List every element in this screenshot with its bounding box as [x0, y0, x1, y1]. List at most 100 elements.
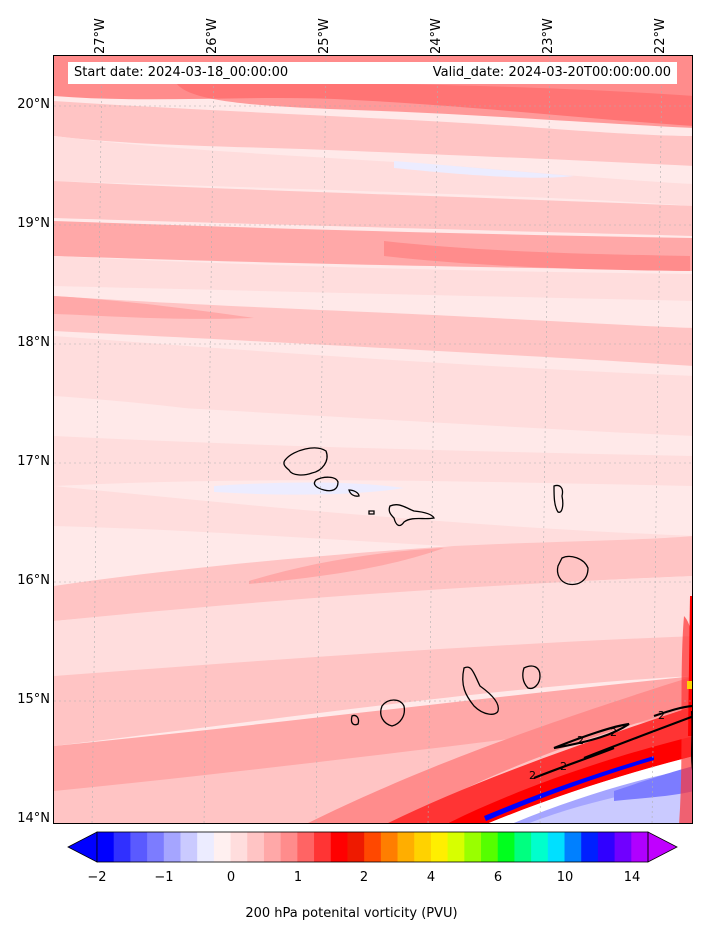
colorbar-over [647, 831, 678, 863]
pv-band [249, 548, 444, 584]
colorbar-segment [364, 832, 382, 862]
colorbar-segment [163, 832, 181, 862]
colorbar-segment [130, 832, 148, 862]
colorbar-segment [414, 832, 432, 862]
contour-label: 2 [560, 760, 567, 773]
colorbar-segment [263, 832, 282, 862]
contour-label: 2 [610, 726, 617, 739]
valid-date: Valid_date: 2024-03-20T00:00:00.00 [432, 65, 671, 80]
colorbar-segment [113, 832, 131, 862]
pv-band [384, 241, 690, 271]
island-raso [368, 510, 375, 515]
island-sao-nicolau [388, 504, 435, 527]
colorbar-segment [147, 832, 165, 862]
colorbar-segment [497, 832, 515, 862]
colorbar-under [67, 831, 98, 863]
pv-field: 2 2 2 2 2 [54, 56, 692, 823]
island-sao-vicente [313, 476, 339, 492]
lat-label: 16°N [17, 573, 50, 588]
colorbar-tick: 2 [359, 870, 369, 885]
pv-band [54, 296, 254, 319]
island-sal [553, 484, 564, 513]
map-panel: 2 2 2 2 2 [53, 55, 693, 824]
lon-label: 23°W [541, 18, 556, 54]
pv-low [394, 161, 574, 178]
pv-band [54, 576, 692, 676]
colorbar-segment [514, 832, 532, 862]
colorbar-segment [581, 832, 599, 862]
pv-front [308, 676, 692, 823]
pv-edge-high [687, 681, 692, 689]
islands [283, 447, 589, 727]
colorbar-tick: −1 [154, 870, 174, 885]
colorbar-segment [180, 832, 198, 862]
pv-band [54, 181, 692, 236]
lat-label: 18°N [17, 335, 50, 350]
colorbar-segment [430, 832, 449, 862]
lat-label: 15°N [17, 692, 50, 707]
pv-band [174, 76, 692, 128]
lon-label: 26°W [205, 18, 220, 54]
pv-band [54, 486, 692, 556]
contour-label: 2 [577, 734, 584, 747]
lon-label: 24°W [429, 18, 444, 54]
island-santo-antao [283, 447, 328, 476]
colorbar-segment [531, 832, 549, 862]
colorbar-segment [564, 832, 582, 862]
island-santiago [462, 666, 500, 715]
pv-band [54, 336, 692, 436]
pv-front [388, 706, 692, 823]
colorbar-segment [197, 832, 215, 862]
colorbar-segment [213, 832, 232, 862]
lon-label: 27°W [93, 18, 108, 54]
colorbar-frame [96, 831, 649, 863]
island-boa-vista [556, 555, 589, 586]
colorbar-segment [347, 832, 365, 862]
lon-label: 25°W [317, 18, 332, 54]
pv-front [448, 736, 692, 823]
pv-contours [533, 705, 692, 780]
colorbar-segment [97, 832, 115, 862]
contour-label: 2 [529, 769, 536, 782]
colorbar-segment [631, 832, 649, 862]
start-date: Start date: 2024-03-18_00:00:00 [74, 65, 289, 80]
lat-label: 17°N [17, 454, 50, 469]
colorbar-tick: 1 [293, 870, 303, 885]
colorbar-tick: 4 [426, 870, 436, 885]
pv-front [488, 756, 692, 823]
colorbar-segment [397, 832, 415, 862]
colorbar-tick: 10 [556, 870, 574, 885]
pv-negative [614, 766, 692, 801]
pv-band [54, 136, 692, 206]
pv-negative [484, 756, 654, 821]
info-box: Start date: 2024-03-18_00:00:00 Valid_da… [68, 62, 677, 84]
colorbar-segment [330, 832, 348, 862]
lat-label: 19°N [17, 216, 50, 231]
colorbar-tick: −2 [87, 870, 107, 885]
lat-label: 20°N [17, 97, 50, 112]
island-santa-luzia [348, 489, 360, 497]
pv-band [54, 536, 692, 621]
pv-band [54, 436, 692, 486]
island-brava [350, 714, 360, 726]
colorbar-segment [547, 832, 566, 862]
colorbar-segment [447, 832, 465, 862]
pv-band [54, 256, 692, 301]
colorbar-tick: 0 [226, 870, 236, 885]
pv-band [54, 636, 692, 746]
colorbar-segment [597, 832, 616, 862]
lon-label: 22°W [653, 18, 668, 54]
colorbar-segment [247, 832, 265, 862]
colorbar-segment [481, 832, 499, 862]
colorbar-segment [314, 832, 332, 862]
colorbar [67, 831, 678, 863]
lat-label: 14°N [17, 811, 50, 826]
island-maio [522, 665, 541, 690]
gridlines [54, 56, 692, 823]
colorbar-tick: 6 [493, 870, 503, 885]
island-fogo [380, 699, 406, 727]
colorbar-segment [464, 832, 482, 862]
colorbar-label: 200 hPa potenital vorticity (PVU) [245, 906, 458, 921]
colorbar-segment [230, 832, 248, 862]
colorbar-segment [280, 832, 298, 862]
